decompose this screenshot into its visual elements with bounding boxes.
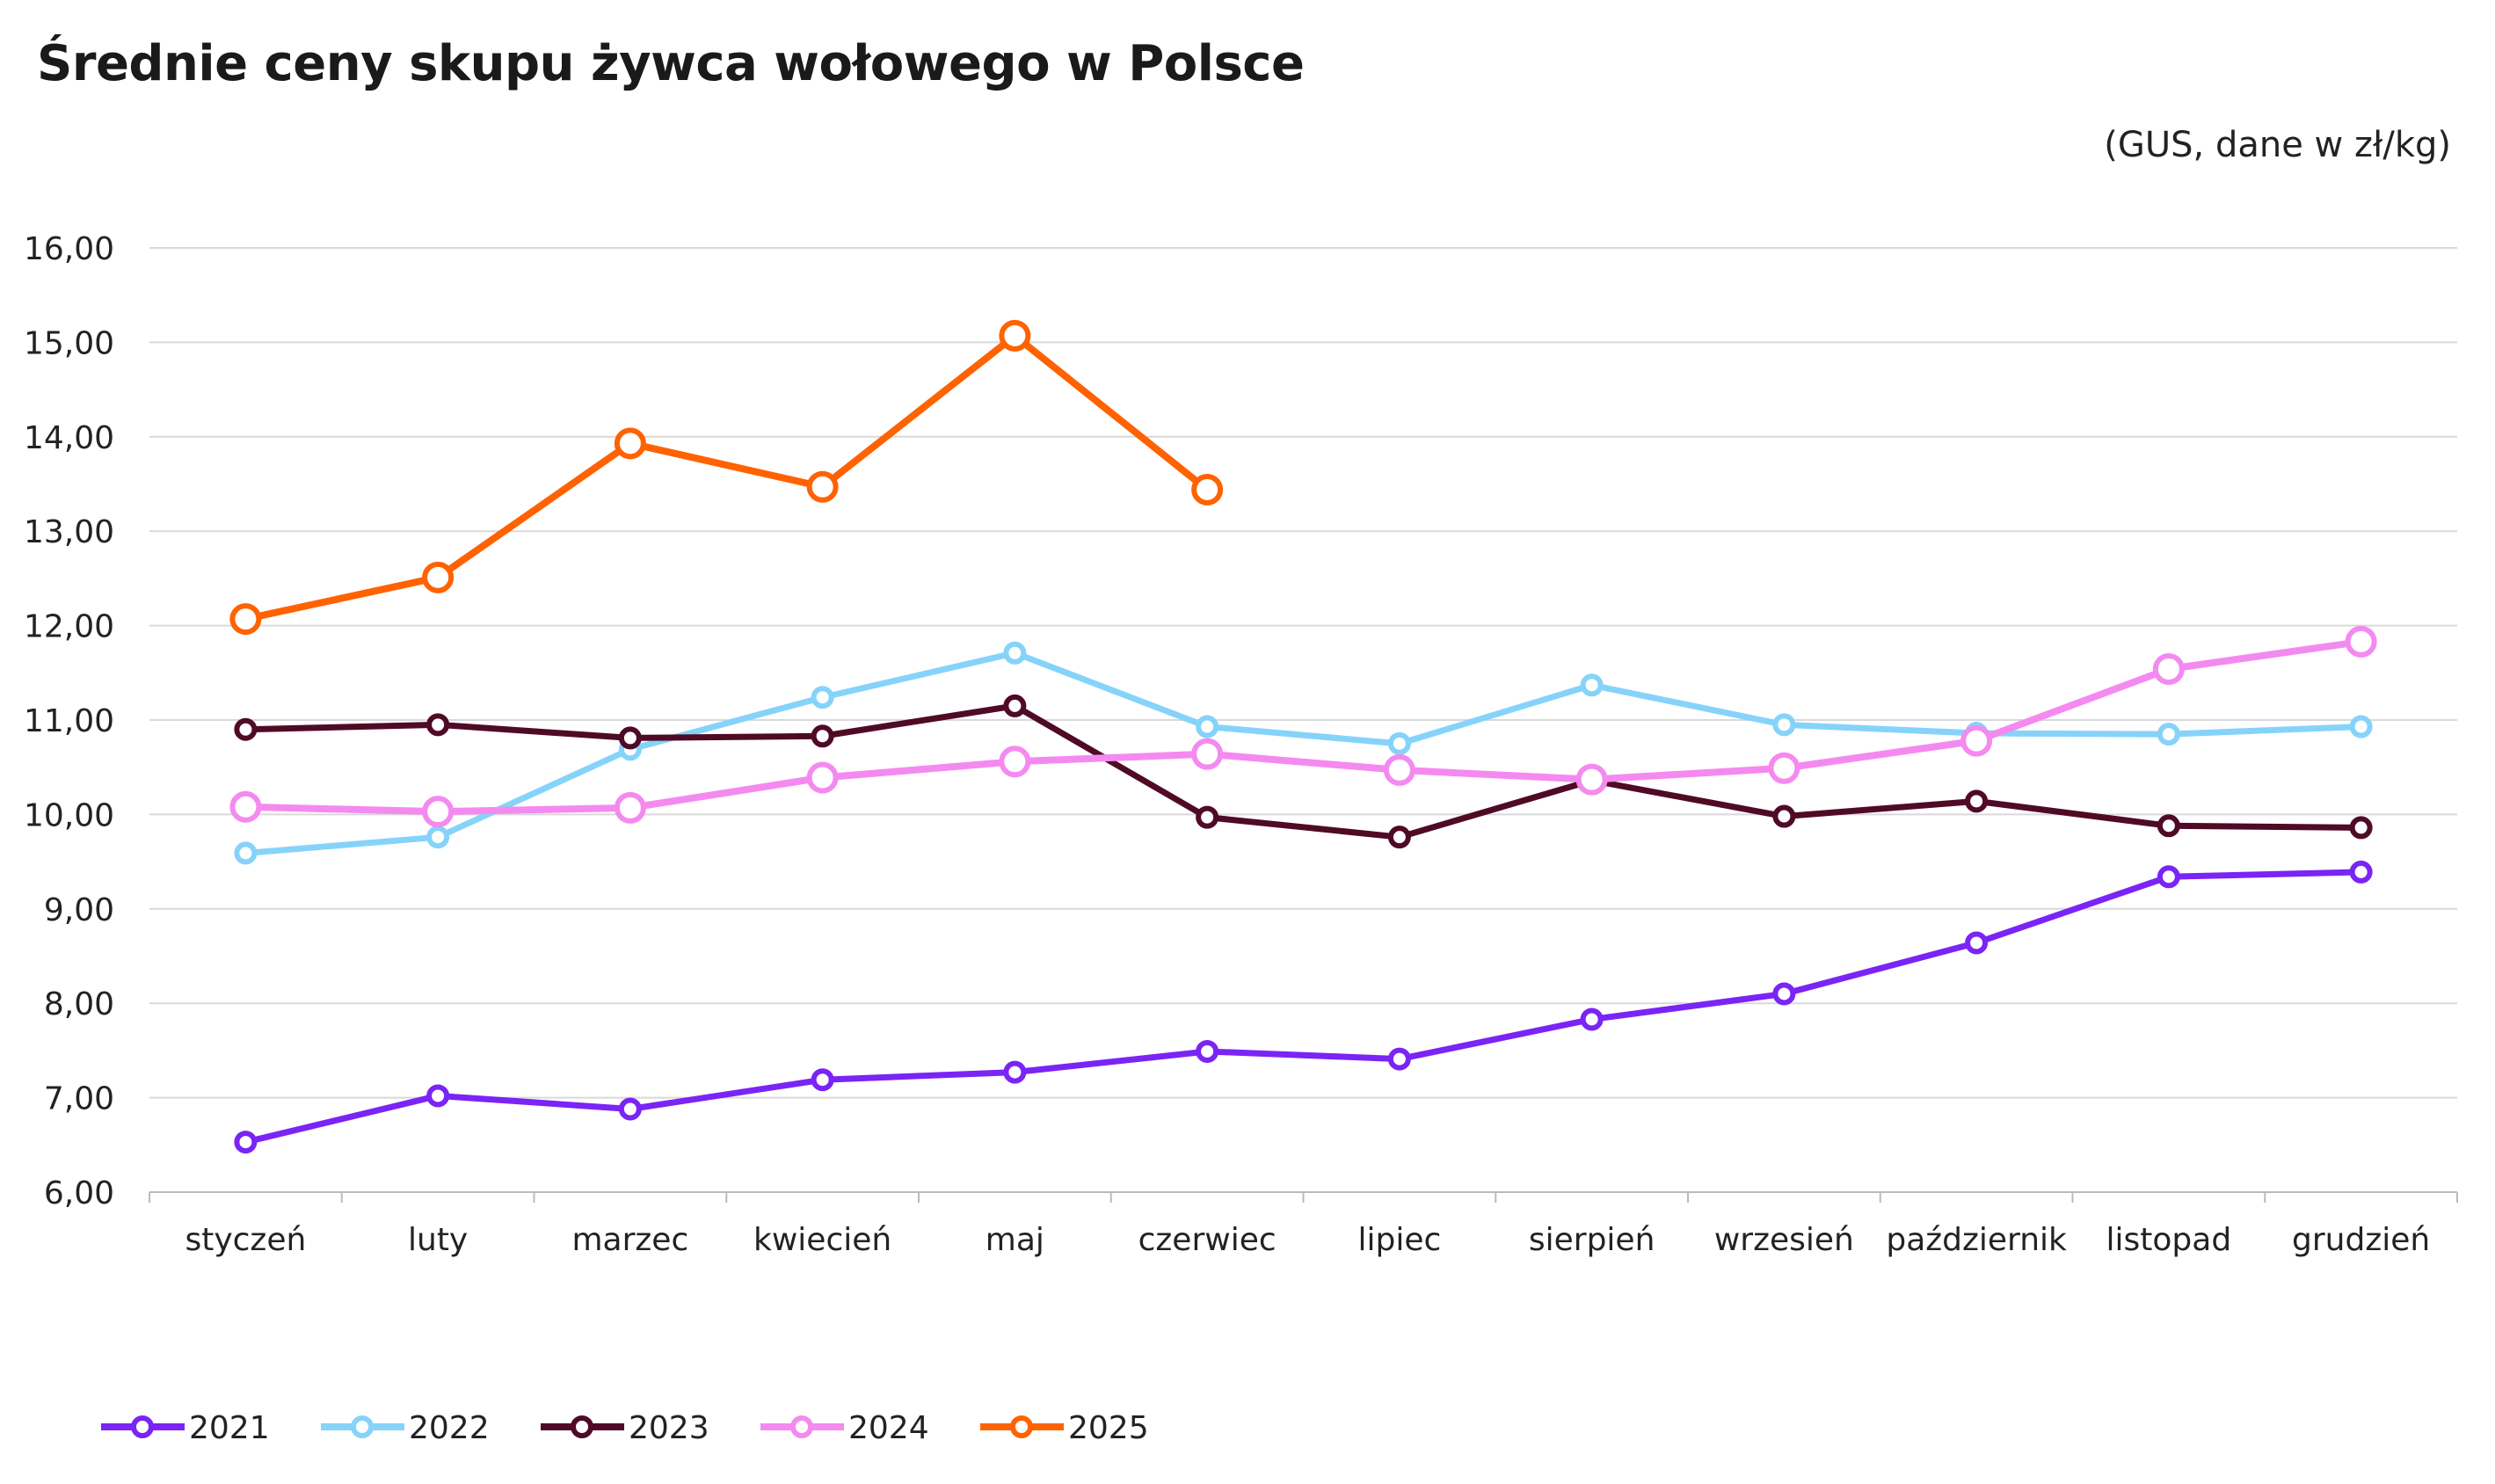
y-tick-label: 7,00 [44, 1081, 114, 1117]
data-point-2021 [426, 1084, 450, 1108]
data-point-2023 [426, 713, 450, 737]
legend-label-2023: 2023 [629, 1410, 709, 1446]
x-tick-label: kwiecień [753, 1222, 891, 1258]
data-point-2024 [1768, 752, 1800, 784]
x-tick-label: grudzień [2292, 1222, 2430, 1258]
data-point-2021 [618, 1097, 642, 1121]
data-point-2021 [811, 1068, 834, 1092]
data-point-2023 [1003, 694, 1027, 717]
data-point-2021 [1003, 1060, 1027, 1084]
legend-label-2021: 2021 [189, 1410, 270, 1446]
y-tick-label: 15,00 [24, 325, 114, 361]
series-line-2025 [244, 331, 1210, 622]
data-point-2021 [2349, 860, 2373, 884]
y-tick-label: 11,00 [24, 703, 114, 739]
data-point-2022 [811, 686, 834, 709]
data-point-2023 [2349, 816, 2373, 840]
data-point-2023 [811, 724, 834, 748]
series-line-2022 [245, 650, 2361, 856]
chart-subtitle: (GUS, dane w zł/kg) [2104, 125, 2451, 165]
data-point-2024 [1960, 724, 1993, 757]
data-point-2025 [806, 470, 839, 503]
data-point-2022 [2349, 715, 2373, 738]
data-point-2022 [1196, 715, 1219, 738]
y-tick-label: 16,00 [24, 231, 114, 267]
legend-marker-2023 [571, 1415, 593, 1438]
data-point-2024 [2152, 653, 2185, 686]
data-point-2023 [2157, 814, 2180, 838]
data-point-2023 [1965, 789, 1989, 813]
data-point-2025 [229, 603, 262, 636]
data-point-2024 [614, 791, 646, 824]
y-tick-label: 10,00 [24, 797, 114, 833]
x-tick-label: styczeń [185, 1222, 306, 1258]
y-tick-label: 13,00 [24, 514, 114, 550]
data-point-2023 [1196, 805, 1219, 829]
x-tick-label: maj [986, 1222, 1044, 1258]
data-point-2024 [999, 746, 1031, 778]
legend-label-2025: 2025 [1068, 1410, 1149, 1446]
data-point-2021 [1772, 982, 1796, 1006]
data-point-2021 [1965, 931, 1989, 955]
x-tick-label: sierpień [1529, 1222, 1655, 1258]
legend-marker-2022 [351, 1415, 374, 1438]
data-point-2024 [1575, 763, 1608, 796]
data-point-2023 [1387, 826, 1411, 849]
data-point-2021 [1387, 1047, 1411, 1071]
data-point-2021 [2157, 865, 2180, 889]
legend-label-2022: 2022 [409, 1410, 490, 1446]
data-point-2024 [1383, 753, 1415, 786]
x-tick-label: październik [1886, 1222, 2067, 1258]
series-line-2023 [245, 702, 2361, 840]
series-line-2021 [244, 869, 2361, 1146]
data-point-2025 [999, 319, 1031, 352]
x-tick-label: lipiec [1357, 1222, 1441, 1258]
legend-label-2024: 2024 [848, 1410, 929, 1446]
data-point-2024 [2345, 625, 2377, 658]
data-point-2025 [614, 427, 646, 460]
data-point-2021 [234, 1131, 258, 1154]
x-tick-label: listopad [2106, 1222, 2232, 1258]
data-point-2022 [1772, 713, 1796, 737]
data-point-2021 [1580, 1008, 1604, 1031]
data-point-2022 [1580, 673, 1604, 697]
data-point-2024 [422, 796, 455, 828]
data-point-2025 [1191, 473, 1224, 506]
x-tick-label: marzec [571, 1222, 688, 1258]
data-point-2023 [1772, 804, 1796, 828]
y-tick-label: 12,00 [24, 609, 114, 645]
legend-marker-2025 [1010, 1415, 1033, 1438]
data-point-2021 [1196, 1039, 1219, 1063]
data-point-2022 [1387, 731, 1411, 755]
legend-marker-2021 [131, 1415, 154, 1438]
y-tick-label: 14,00 [24, 420, 114, 456]
x-tick-label: wrzesień [1714, 1222, 1854, 1258]
y-tick-label: 8,00 [44, 986, 114, 1022]
x-tick-label: czerwiec [1138, 1222, 1277, 1258]
data-point-2022 [1003, 641, 1027, 665]
data-point-2023 [234, 717, 258, 741]
data-point-2025 [422, 561, 455, 593]
y-tick-label: 6,00 [44, 1175, 114, 1211]
series-line-2024 [245, 637, 2362, 816]
chart-title: Średnie ceny skupu żywca wołowego w Pols… [37, 35, 1305, 92]
y-tick-label: 9,00 [44, 892, 114, 928]
x-tick-label: luty [408, 1222, 468, 1258]
legend-marker-2024 [790, 1415, 813, 1438]
data-point-2024 [229, 790, 262, 823]
data-point-2022 [2157, 723, 2180, 746]
data-point-2022 [234, 841, 258, 865]
data-point-2024 [806, 761, 839, 794]
data-point-2024 [1191, 738, 1224, 770]
data-point-2023 [618, 726, 642, 750]
data-point-2022 [426, 826, 450, 849]
